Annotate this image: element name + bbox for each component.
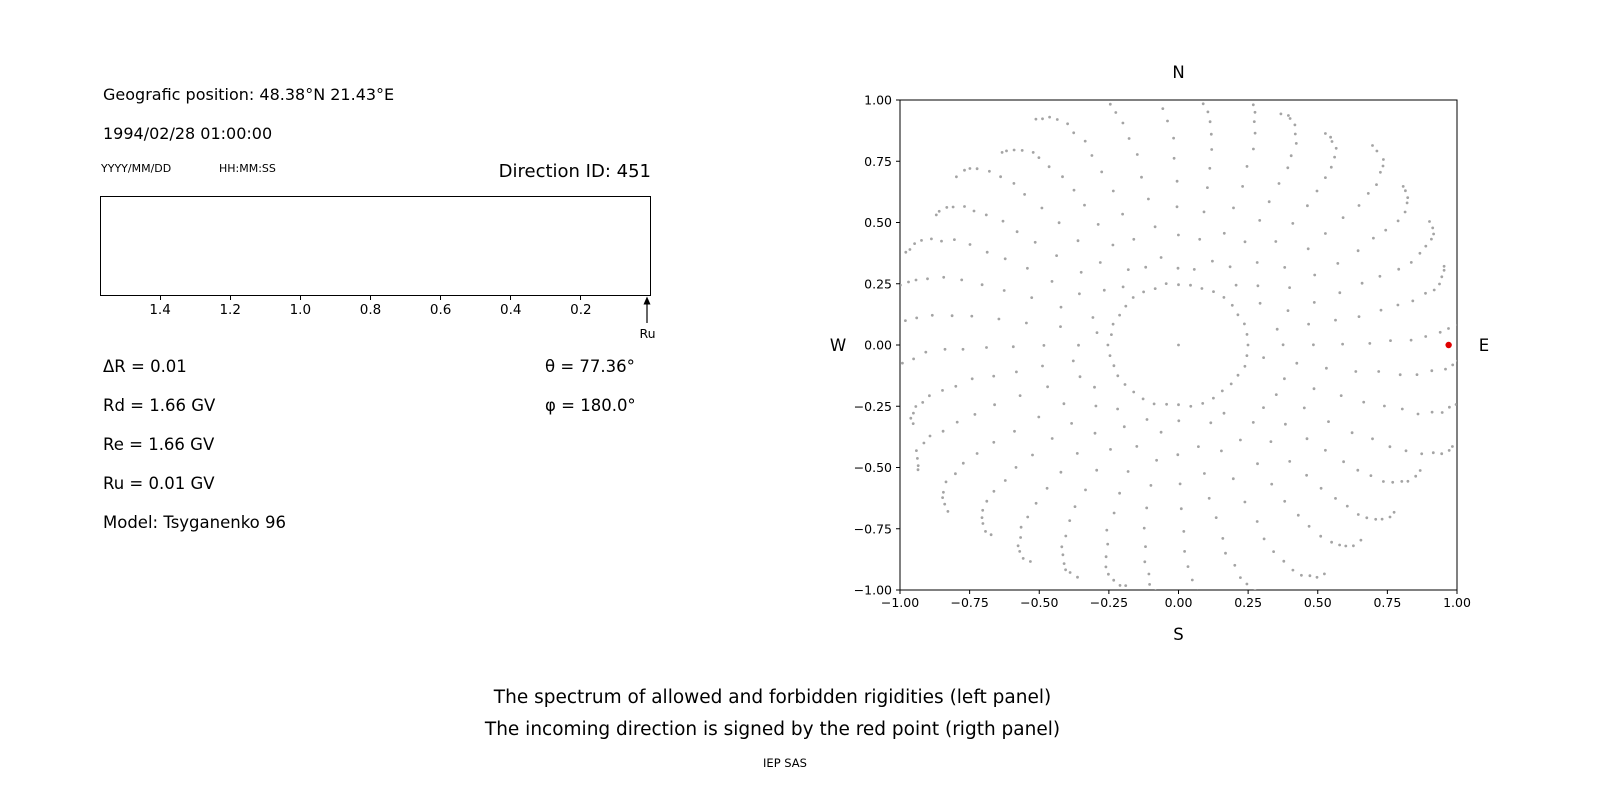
spectrum-x-tick bbox=[299, 296, 301, 300]
asymptotic-direction-dots bbox=[900, 102, 1457, 590]
spectrum-x-tick-label: 0.8 bbox=[359, 302, 382, 318]
direction-id-label: Direction ID: 451 bbox=[498, 161, 651, 182]
param-rd: Rd = 1.66 GV bbox=[103, 396, 216, 415]
spectrum-x-tick-label: 0.4 bbox=[499, 302, 522, 318]
spectrum-x-tick bbox=[159, 296, 161, 300]
datetime-label: 1994/02/28 01:00:00 bbox=[103, 124, 273, 143]
ru-arrow-icon bbox=[643, 296, 651, 323]
compass-label-w: W bbox=[830, 336, 846, 355]
compass-label-n: N bbox=[1172, 63, 1184, 82]
compass-label-s: S bbox=[1173, 625, 1183, 644]
date-format-label: YYYY/MM/DD bbox=[101, 162, 172, 175]
x-axis-tick-label: 1.00 bbox=[1443, 595, 1471, 610]
spectrum-x-tick bbox=[580, 296, 582, 300]
caption-line-1: The spectrum of allowed and forbidden ri… bbox=[493, 687, 1052, 708]
param-theta: θ = 77.36° bbox=[545, 357, 635, 376]
param-delta-r: ΔR = 0.01 bbox=[103, 357, 187, 376]
spectrum-axes-box bbox=[100, 196, 651, 296]
spectrum-x-tick-label: 0.6 bbox=[429, 302, 452, 318]
y-axis-tick-label: −0.25 bbox=[854, 399, 892, 414]
param-ru: Ru = 0.01 GV bbox=[103, 474, 215, 493]
x-axis-tick-label: −1.00 bbox=[881, 595, 919, 610]
time-format-label: HH:MM:SS bbox=[219, 162, 276, 175]
y-axis-tick-label: −1.00 bbox=[854, 583, 892, 598]
x-axis-tick-label: 0.00 bbox=[1165, 595, 1193, 610]
caption-line-2: The incoming direction is signed by the … bbox=[484, 719, 1061, 740]
ru-arrow-label: Ru bbox=[639, 326, 656, 341]
spectrum-x-tick-label: 1.2 bbox=[219, 302, 241, 318]
credit-label: IEP SAS bbox=[763, 756, 807, 770]
spectrum-x-tick bbox=[440, 296, 442, 300]
compass-label-e: E bbox=[1479, 336, 1489, 355]
x-axis-tick-label: −0.75 bbox=[950, 595, 988, 610]
x-axis-tick-label: 0.75 bbox=[1373, 595, 1401, 610]
param-phi: φ = 180.0° bbox=[545, 396, 636, 415]
spectrum-x-tick bbox=[510, 296, 512, 300]
y-axis-tick-label: −0.50 bbox=[854, 460, 892, 475]
param-re: Re = 1.66 GV bbox=[103, 435, 215, 454]
x-axis-tick-label: 0.25 bbox=[1234, 595, 1262, 610]
y-axis-tick-label: 0.75 bbox=[864, 154, 892, 169]
x-axis-tick-label: 0.50 bbox=[1304, 595, 1332, 610]
direction-plot: −1.00 −0.75 −0.50 −0.25 0.00 0.25 0.50 0.75 1.00… bbox=[830, 63, 1489, 644]
spectrum-x-tick bbox=[369, 296, 371, 300]
y-axis-tick-label: 0.00 bbox=[864, 338, 892, 353]
spectrum-x-tick-label: 1.0 bbox=[289, 302, 312, 318]
incoming-direction-point bbox=[1445, 341, 1452, 349]
param-model: Model: Tsyganenko 96 bbox=[103, 513, 287, 532]
y-axis-tick-label: 1.00 bbox=[864, 93, 892, 108]
x-axis-tick-label: −0.50 bbox=[1020, 595, 1058, 610]
y-axis-tick-label: −0.75 bbox=[854, 521, 892, 536]
x-axis-tick-label: −0.25 bbox=[1090, 595, 1128, 610]
spectrum-x-tick bbox=[229, 296, 231, 300]
spectrum-x-tick-label: 1.4 bbox=[149, 302, 171, 318]
spectrum-plot: 1.4 1.2 1.0 0.8 0.6 0.4 0.2 Ru bbox=[100, 196, 656, 346]
spectrum-x-tick-label: 0.2 bbox=[570, 302, 592, 318]
geo-position-label: Geografic position: 48.38°N 21.43°E bbox=[103, 85, 395, 104]
y-axis-tick-label: 0.25 bbox=[864, 276, 892, 291]
y-axis-tick-label: 0.50 bbox=[864, 215, 892, 230]
